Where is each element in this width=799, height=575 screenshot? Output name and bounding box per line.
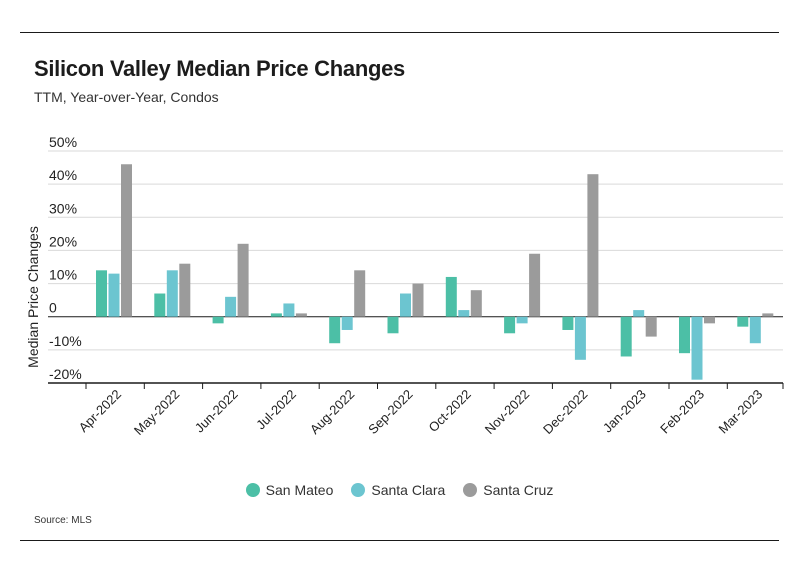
bar-santa-cruz (354, 270, 366, 317)
bar-santa-cruz (237, 243, 249, 317)
bar-santa-cruz (645, 316, 657, 337)
bar-santa-clara (458, 310, 470, 317)
bars (96, 164, 774, 380)
bar-santa-cruz (412, 283, 424, 317)
bar-santa-cruz (529, 253, 541, 317)
bar-san-mateo (212, 316, 224, 324)
y-tick-label: 0 (49, 300, 57, 316)
bar-santa-clara (400, 293, 411, 317)
axes (48, 382, 784, 389)
legend-label: San Mateo (265, 482, 334, 498)
x-tick-labels: Apr-2022 May-2022 Jun-2022 Jul-2022 Aug-2022… (76, 387, 766, 438)
bar-san-mateo (329, 316, 341, 344)
top-rule (20, 32, 779, 33)
bar-santa-cruz (762, 313, 774, 317)
chart-title: Silicon Valley Median Price Changes (34, 56, 405, 81)
y-axis-title: Median Price Changes (25, 226, 41, 368)
y-tick-label: -10% (49, 333, 82, 349)
bar-san-mateo (679, 316, 690, 354)
bar-santa-clara (749, 316, 761, 344)
x-tick-label: Jul-2022 (253, 387, 299, 433)
bar-santa-cruz (470, 290, 482, 317)
chart-subtitle: TTM, Year-over-Year, Condos (34, 89, 219, 105)
x-tick-label: Oct-2022 (425, 387, 473, 435)
legend-label: Santa Clara (371, 482, 446, 498)
bar-santa-clara (516, 316, 528, 324)
legend-item: San Mateo (245, 482, 334, 498)
bar-san-mateo (445, 276, 457, 317)
bar-santa-clara (633, 310, 645, 317)
y-tick-label: 30% (49, 200, 77, 216)
y-tick-label: 20% (49, 233, 77, 249)
bar-santa-cruz (587, 174, 599, 317)
y-tick-labels: -20% -10% 0 10% 20% 30% 40% 50% (49, 134, 82, 382)
x-tick-label: May-2022 (131, 387, 182, 438)
legend-swatch (463, 483, 478, 497)
bar-santa-clara (166, 270, 178, 317)
legend-item: Santa Cruz (463, 482, 553, 498)
bar-san-mateo (387, 316, 399, 334)
bar-santa-cruz (179, 263, 191, 317)
bar-san-mateo (96, 270, 107, 317)
bar-santa-cruz (704, 316, 715, 324)
x-tick-label: Jan-2023 (600, 387, 649, 436)
bar-santa-clara (283, 303, 295, 317)
bar-santa-clara (574, 316, 586, 360)
bar-san-mateo (620, 316, 632, 357)
bar-santa-clara (225, 296, 237, 317)
bar-santa-cruz (121, 164, 132, 317)
source-note: Source: MLS (34, 515, 92, 526)
x-tick-label: Sep-2022 (365, 387, 415, 437)
x-tick-label: Jun-2022 (192, 387, 241, 436)
y-tick-label: 50% (49, 134, 77, 150)
bar-san-mateo (737, 316, 749, 327)
y-tick-label: 10% (49, 267, 77, 283)
bar-san-mateo (154, 293, 166, 317)
x-tick-label: Mar-2023 (715, 387, 765, 437)
x-tick-label: Nov-2022 (482, 387, 532, 437)
legend-label: Santa Cruz (483, 482, 554, 498)
bottom-rule (20, 540, 779, 541)
y-tick-label: 40% (49, 167, 77, 183)
x-tick-label: Aug-2022 (307, 387, 357, 437)
bar-santa-clara (108, 273, 120, 317)
x-tick-label: Apr-2022 (76, 387, 124, 435)
gridlines (48, 150, 783, 384)
bar-san-mateo (270, 313, 282, 317)
bar-san-mateo (504, 316, 516, 334)
bar-santa-cruz (295, 313, 307, 317)
y-tick-label: -20% (49, 366, 82, 382)
bar-santa-clara (341, 316, 353, 330)
legend-item: Santa Clara (351, 482, 445, 498)
bar-san-mateo (562, 316, 574, 330)
legend: San Mateo Santa Clara Santa Cruz (0, 482, 799, 498)
x-tick-label: Dec-2022 (540, 387, 590, 437)
x-tick-label: Feb-2023 (657, 387, 707, 437)
legend-swatch (351, 483, 366, 497)
bar-santa-clara (691, 316, 703, 380)
legend-swatch (245, 483, 260, 497)
